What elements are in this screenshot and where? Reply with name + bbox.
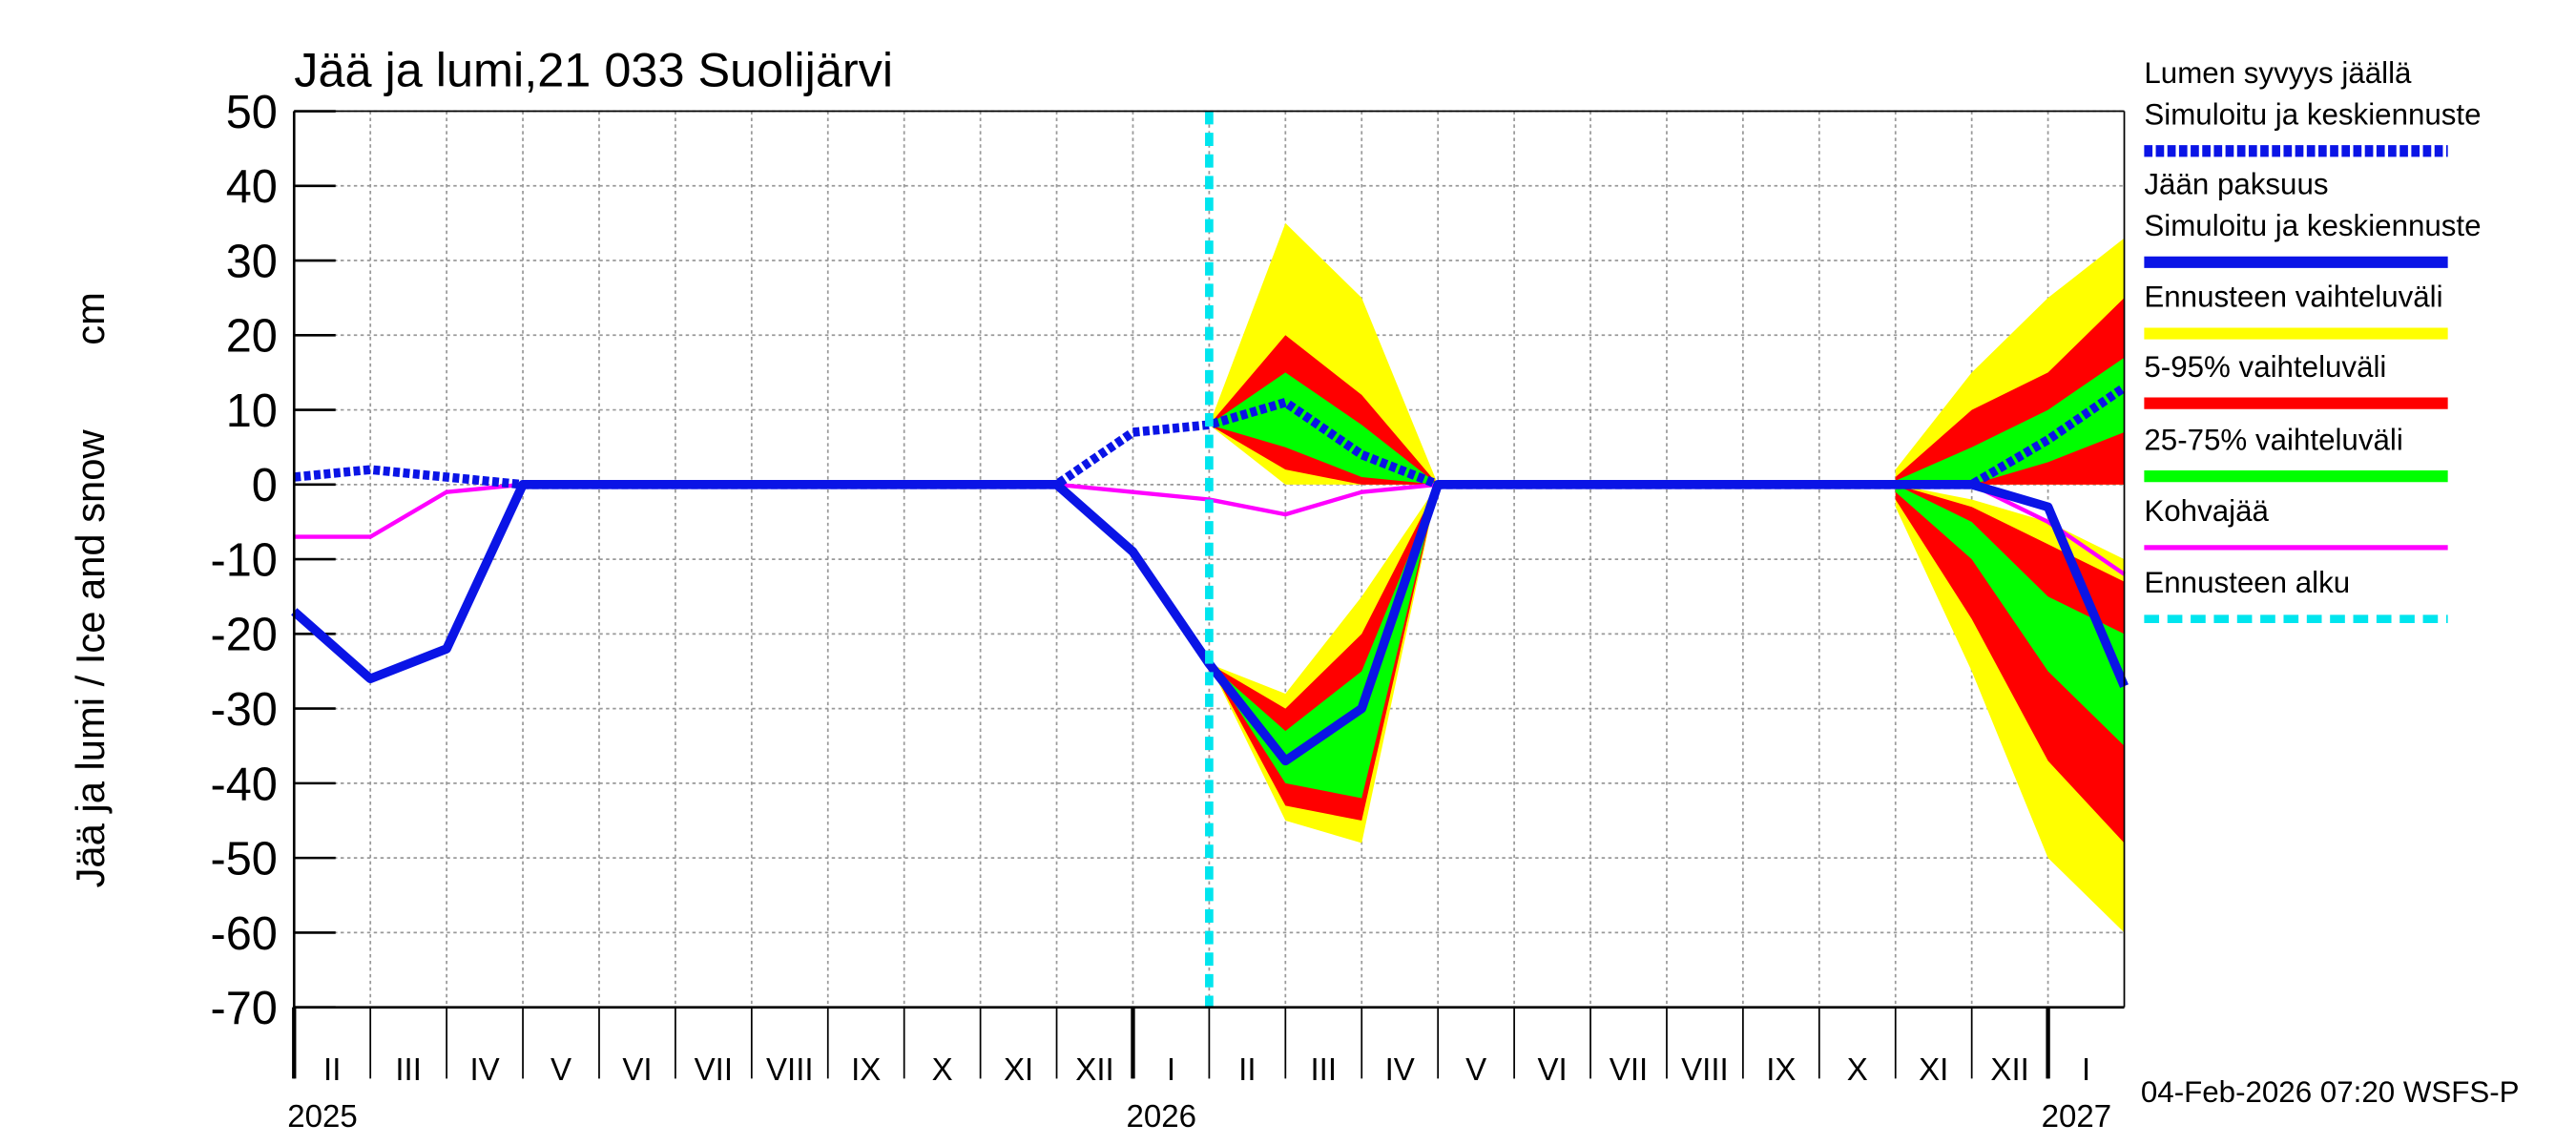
- y-tick-label: 50: [226, 87, 278, 138]
- footer: 04-Feb-2026 07:20 WSFS-P: [2141, 1075, 2520, 1109]
- x-tick-label: VI: [1537, 1052, 1567, 1088]
- x-tick-label: X: [1847, 1052, 1868, 1088]
- y-tick-label: -30: [210, 684, 277, 736]
- band-area: [1895, 484, 2125, 843]
- year-label: 2027: [2042, 1099, 2111, 1135]
- band-area: [1209, 484, 1439, 799]
- x-tick-label: II: [323, 1052, 341, 1088]
- y-tick-label: 20: [226, 311, 278, 363]
- legend-label: Kohvajää: [2144, 494, 2269, 528]
- legend-label: Ennusteen vaihteluväli: [2144, 281, 2442, 314]
- x-tick-label: VIII: [766, 1052, 814, 1088]
- y-tick-label: -40: [210, 759, 277, 810]
- x-tick-label: X: [932, 1052, 953, 1088]
- y-tick-label: -20: [210, 610, 277, 661]
- legend: Lumen syvyys jäällä Simuloitu ja keskienn…: [2144, 56, 2482, 624]
- x-tick-label: IX: [1766, 1052, 1796, 1088]
- x-tick-label: XII: [1990, 1052, 2028, 1088]
- legend-label: Ennusteen alku: [2144, 566, 2350, 599]
- y-axis-unit: cm: [68, 292, 113, 345]
- y-tick-label: -70: [210, 983, 277, 1034]
- x-tick-label: IV: [469, 1052, 499, 1088]
- legend-label: Jään paksuus: [2144, 167, 2328, 200]
- legend-label: 25-75% vaihteluväli: [2144, 423, 2402, 456]
- x-tick-label: III: [1311, 1052, 1338, 1088]
- x-tick-label: V: [1465, 1052, 1486, 1088]
- y-tick-label: 40: [226, 161, 278, 213]
- chart-title: Jää ja lumi,21 033 Suolijärvi: [294, 42, 893, 96]
- x-tick-label: XII: [1075, 1052, 1113, 1088]
- y-axis-title: Jää ja lumi / Ice and snow cm: [68, 292, 113, 887]
- x-tick-label: III: [395, 1052, 422, 1088]
- year-label: 2026: [1127, 1099, 1196, 1135]
- y-tick-label: -10: [210, 534, 277, 586]
- x-tick-label: IV: [1385, 1052, 1415, 1088]
- legend-label: 5-95% vaihteluväli: [2144, 350, 2386, 384]
- y-tick-label: -60: [210, 908, 277, 960]
- y-tick-label: 0: [252, 460, 278, 511]
- band-area: [1895, 484, 2125, 746]
- series-line: [293, 384, 2128, 489]
- band-area: [1895, 357, 2125, 485]
- x-tick-label: VI: [622, 1052, 652, 1088]
- legend-label: Lumen syvyys jäällä: [2144, 56, 2412, 90]
- year-label: 2025: [287, 1099, 357, 1135]
- x-tick-label: XI: [1004, 1052, 1033, 1088]
- x-tick-label: I: [1167, 1052, 1175, 1088]
- legend-note: Simuloitu ja keskiennuste: [2144, 209, 2481, 242]
- y-tick-label: 10: [226, 385, 278, 437]
- x-tick-label: VIII: [1681, 1052, 1729, 1088]
- x-tick-label: II: [1238, 1052, 1256, 1088]
- x-tick-label: VII: [1610, 1052, 1648, 1088]
- x-tick-label: V: [551, 1052, 571, 1088]
- y-tick-label: -50: [210, 834, 277, 885]
- y-axis-label: Jää ja lumi / Ice and snow: [68, 429, 113, 888]
- x-tick-label: XI: [1919, 1052, 1948, 1088]
- x-tick-label: I: [2082, 1052, 2090, 1088]
- x-tick-label: VII: [695, 1052, 733, 1088]
- legend-note: Simuloitu ja keskiennuste: [2144, 97, 2481, 131]
- x-tick-label: IX: [851, 1052, 881, 1088]
- y-tick-label: 30: [226, 236, 278, 287]
